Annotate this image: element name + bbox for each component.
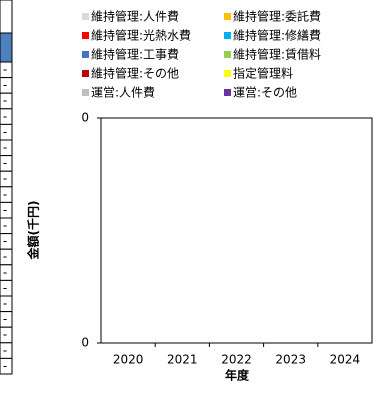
x-tick-label: 2021: [167, 353, 198, 367]
table-cell-text: -: [3, 250, 7, 264]
table-cell-text: -: [3, 187, 7, 201]
legend-label: 維持管理:工事費: [91, 47, 179, 62]
table-cell-text: -: [3, 359, 7, 373]
table-cell-text: -: [3, 109, 7, 123]
table-cell-text: -: [3, 219, 7, 233]
legend-label: 維持管理:光熱水費: [91, 28, 191, 43]
legend-label: 維持管理:人件費: [91, 9, 179, 24]
legend-label: 維持管理:委託費: [233, 9, 321, 24]
table-cell-text: -: [3, 265, 7, 279]
table-cell-text: -: [3, 281, 7, 295]
table-cell-text: -: [3, 328, 7, 342]
side-table: [0, 0, 13, 63]
y-tick-label: 0: [81, 336, 89, 350]
table-cell-text: -: [3, 203, 7, 217]
legend-label: 運営:その他: [233, 86, 297, 100]
legend-swatch: [224, 70, 231, 77]
legend-label: 指定管理料: [233, 66, 293, 81]
table-cell-text: -: [3, 63, 7, 77]
legend-label: 維持管理:賃借料: [233, 47, 321, 62]
table-cell-text: -: [3, 234, 7, 248]
legend-swatch: [82, 89, 89, 96]
table-cell-text: -: [3, 297, 7, 311]
table-cell-text: -: [3, 94, 7, 108]
legend-swatch: [82, 70, 89, 77]
x-tick-label: 2020: [113, 353, 144, 367]
table-cell-text: -: [3, 172, 7, 186]
plot-area: [100, 117, 373, 344]
legend-label: 維持管理:修繕費: [233, 28, 321, 43]
legend-label: 運営:人件費: [91, 85, 155, 100]
x-tick-label: 2023: [275, 353, 306, 367]
legend-swatch: [82, 51, 89, 58]
table-cell: [0, 0, 13, 34]
table-cell-text: -: [3, 343, 7, 357]
legend-swatch: [224, 32, 231, 39]
table-cell-text: -: [3, 312, 7, 326]
legend-swatch: [82, 13, 89, 20]
y-tick-label: 0: [81, 111, 89, 125]
table-header: [0, 32, 13, 63]
x-axis-label: 年度: [225, 368, 250, 383]
table-cell-text: -: [3, 141, 7, 155]
table-cell-text: -: [3, 78, 7, 92]
table-cell-text: -: [3, 125, 7, 139]
y-axis-label: 金額(千円): [26, 201, 41, 261]
x-tick-label: 2022: [221, 353, 252, 367]
legend-swatch: [224, 89, 231, 96]
x-tick-label: 2024: [330, 353, 361, 367]
table-cell: [0, 357, 13, 375]
legend-swatch: [82, 32, 89, 39]
legend-swatch: [224, 13, 231, 20]
legend-swatch: [224, 51, 231, 58]
table-cell-text: -: [3, 156, 7, 170]
legend-label: 維持管理:その他: [91, 66, 179, 81]
